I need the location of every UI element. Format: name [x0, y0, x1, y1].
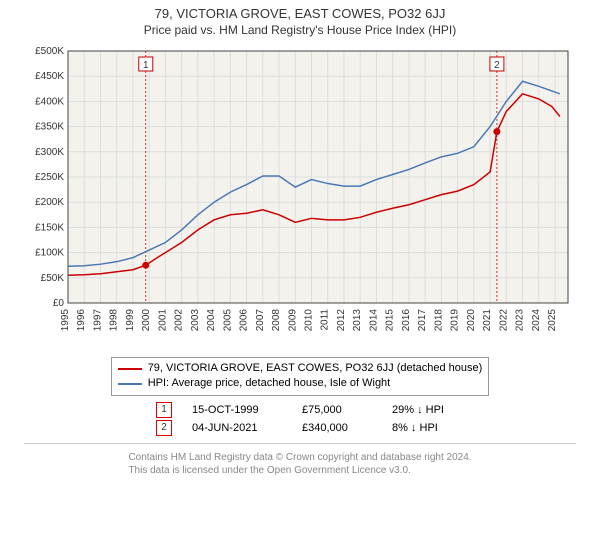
svg-text:1998: 1998	[109, 309, 120, 332]
marker-row: 1 15-OCT-1999 £75,000 29% ↓ HPI	[156, 402, 444, 418]
divider	[24, 443, 576, 444]
legend-swatch	[118, 383, 142, 385]
footer-line: This data is licensed under the Open Gov…	[128, 464, 471, 477]
svg-text:2021: 2021	[482, 309, 493, 332]
svg-text:2020: 2020	[466, 309, 477, 332]
svg-text:2019: 2019	[450, 309, 461, 332]
svg-text:£200K: £200K	[35, 197, 64, 208]
svg-text:2008: 2008	[271, 309, 282, 332]
svg-text:£500K: £500K	[35, 46, 64, 57]
svg-text:£400K: £400K	[35, 96, 64, 107]
svg-text:1997: 1997	[92, 309, 103, 332]
svg-text:2: 2	[494, 60, 500, 71]
svg-text:2003: 2003	[190, 309, 201, 332]
svg-text:2000: 2000	[141, 309, 152, 332]
svg-text:£100K: £100K	[35, 248, 64, 259]
svg-text:2001: 2001	[157, 309, 168, 332]
svg-text:2002: 2002	[174, 309, 185, 332]
marker-delta: 8% ↓ HPI	[392, 422, 438, 434]
price-chart: 1 2 £0 £50K £100K £150K £200K £250K £300K £350K £4…	[20, 41, 580, 351]
svg-text:£450K: £450K	[35, 71, 64, 82]
svg-text:2007: 2007	[255, 309, 266, 332]
svg-text:2018: 2018	[433, 309, 444, 332]
svg-text:2011: 2011	[320, 309, 331, 331]
svg-text:2009: 2009	[287, 309, 298, 332]
footer: Contains HM Land Registry data © Crown c…	[128, 451, 471, 477]
chart-title: 79, VICTORIA GROVE, EAST COWES, PO32 6JJ	[155, 6, 446, 21]
svg-text:2022: 2022	[498, 309, 509, 332]
svg-text:1995: 1995	[60, 309, 71, 332]
marker-date: 04-JUN-2021	[192, 422, 282, 434]
marker-number: 1	[156, 402, 172, 418]
svg-text:1: 1	[143, 60, 149, 71]
svg-text:£250K: £250K	[35, 172, 64, 183]
legend-label: 79, VICTORIA GROVE, EAST COWES, PO32 6JJ…	[148, 361, 483, 376]
svg-text:£300K: £300K	[35, 147, 64, 158]
svg-text:£0: £0	[53, 298, 65, 309]
svg-text:2004: 2004	[206, 309, 217, 332]
svg-text:2014: 2014	[368, 309, 379, 332]
svg-text:1996: 1996	[76, 309, 87, 332]
svg-text:£50K: £50K	[41, 273, 65, 284]
marker-table: 1 15-OCT-1999 £75,000 29% ↓ HPI 2 04-JUN…	[156, 402, 444, 438]
marker-delta: 29% ↓ HPI	[392, 404, 444, 416]
marker-price: £75,000	[302, 404, 372, 416]
marker-price: £340,000	[302, 422, 372, 434]
svg-text:£350K: £350K	[35, 122, 64, 133]
svg-text:2006: 2006	[239, 309, 250, 332]
svg-text:2013: 2013	[352, 309, 363, 332]
svg-text:2016: 2016	[401, 309, 412, 332]
legend-item: 79, VICTORIA GROVE, EAST COWES, PO32 6JJ…	[118, 361, 483, 376]
svg-text:2012: 2012	[336, 309, 347, 332]
svg-text:1999: 1999	[125, 309, 136, 332]
marker-row: 2 04-JUN-2021 £340,000 8% ↓ HPI	[156, 420, 444, 436]
legend-item: HPI: Average price, detached house, Isle…	[118, 376, 483, 391]
svg-text:2025: 2025	[547, 309, 558, 332]
svg-text:2005: 2005	[222, 309, 233, 332]
marker-number: 2	[156, 420, 172, 436]
svg-text:2015: 2015	[385, 309, 396, 332]
svg-text:£150K: £150K	[35, 222, 64, 233]
legend-swatch	[118, 368, 142, 370]
legend-label: HPI: Average price, detached house, Isle…	[148, 376, 391, 391]
chart-subtitle: Price paid vs. HM Land Registry's House …	[144, 23, 456, 37]
svg-text:2024: 2024	[531, 309, 542, 332]
svg-text:2010: 2010	[304, 309, 315, 332]
marker-date: 15-OCT-1999	[192, 404, 282, 416]
svg-text:2023: 2023	[515, 309, 526, 332]
footer-line: Contains HM Land Registry data © Crown c…	[128, 451, 471, 464]
legend: 79, VICTORIA GROVE, EAST COWES, PO32 6JJ…	[111, 357, 490, 396]
svg-text:2017: 2017	[417, 309, 428, 332]
